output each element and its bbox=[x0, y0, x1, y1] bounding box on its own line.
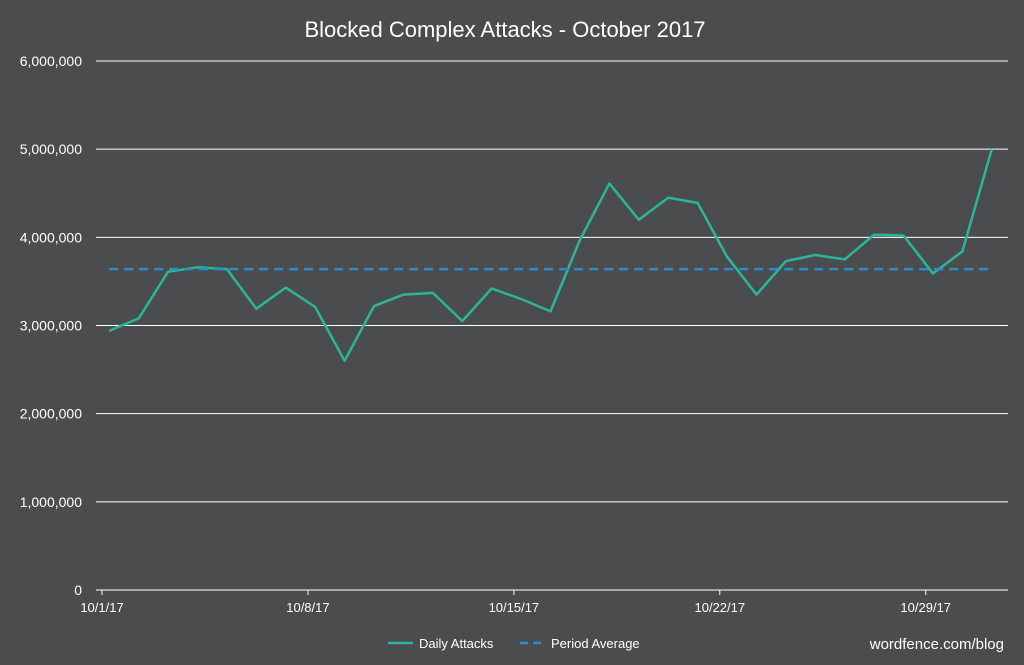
series-lines bbox=[108, 148, 994, 363]
watermark-text: wordfence.com/blog bbox=[869, 636, 1004, 653]
y-tick-label: 4,000,000 bbox=[20, 229, 82, 245]
x-tick-label: 10/29/17 bbox=[900, 600, 951, 615]
x-tick-label: 10/1/17 bbox=[80, 600, 123, 615]
y-tick-label: 3,000,000 bbox=[20, 318, 82, 334]
y-tick-label: 6,000,000 bbox=[20, 53, 82, 69]
daily-attacks-line bbox=[108, 148, 994, 363]
legend-label: Period Average bbox=[551, 636, 640, 651]
x-tick-label: 10/15/17 bbox=[489, 600, 540, 615]
x-tick-label: 10/8/17 bbox=[286, 600, 329, 615]
chart-title: Blocked Complex Attacks - October 2017 bbox=[304, 17, 705, 42]
y-tick-label: 2,000,000 bbox=[20, 406, 82, 422]
y-tick-label: 0 bbox=[74, 582, 82, 598]
legend: Daily Attacks Period Average bbox=[388, 636, 640, 651]
y-tick-label: 5,000,000 bbox=[20, 141, 82, 157]
x-axis bbox=[96, 589, 1008, 595]
x-axis-tick-labels: 10/1/17 10/8/17 10/15/17 10/22/17 10/29/17 bbox=[80, 600, 951, 615]
y-axis-tick-labels: 0 1,000,000 2,000,000 3,000,000 4,000,000 5,0… bbox=[20, 53, 83, 598]
gridlines bbox=[96, 60, 1008, 503]
legend-label: Daily Attacks bbox=[419, 636, 494, 651]
y-tick-label: 1,000,000 bbox=[20, 494, 82, 510]
x-tick-label: 10/22/17 bbox=[695, 600, 746, 615]
